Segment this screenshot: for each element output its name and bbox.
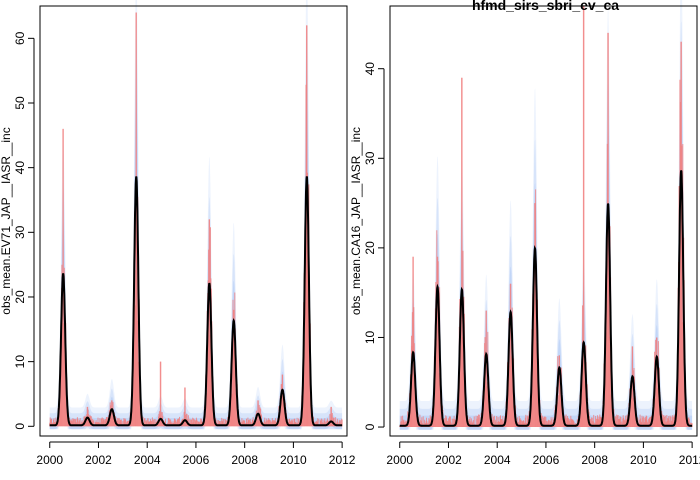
y-tick-label: 20 [13, 290, 27, 304]
simulation-band-layer [399, 0, 693, 430]
y-tick-label: 0 [13, 423, 27, 430]
x-tick-label: 2002 [85, 453, 112, 467]
y-tick-label: 30 [363, 151, 377, 165]
y-tick-label: 50 [13, 96, 27, 110]
x-tick-label: 2008 [581, 453, 608, 467]
y-tick-label: 20 [363, 241, 377, 255]
simulation-band-layer [49, 92, 343, 430]
x-tick-label: 2010 [630, 453, 657, 467]
y-tick-label: 0 [363, 423, 377, 430]
x-tick-label: 2008 [231, 453, 258, 467]
y-tick-label: 60 [13, 31, 27, 45]
x-tick-label: 2012 [679, 453, 700, 467]
x-tick-label: 2000 [36, 453, 63, 467]
simulation-band-layer [399, 21, 693, 430]
x-axis: 2000 2002 2004 2006 2008 2010 2012 [36, 441, 356, 467]
x-axis: 2000 2002 2004 2006 2008 2010 2012 [386, 441, 700, 467]
x-tick-label: 2004 [484, 453, 511, 467]
y-axis-label: obs_mean.EV71_JAP__IASR__inc [0, 127, 13, 314]
y-tick-label: 40 [13, 161, 27, 175]
plot-frame [389, 5, 698, 437]
y-axis: 0 10 20 30 40 [363, 62, 385, 430]
x-tick-label: 2004 [134, 453, 161, 467]
x-tick-label: 2012 [329, 453, 356, 467]
simulation-band-layer [49, 35, 343, 430]
x-tick-label: 2006 [533, 453, 560, 467]
model-mean-line [399, 170, 693, 427]
x-tick-label: 2000 [386, 453, 413, 467]
simulation-band [399, 0, 693, 430]
y-axis-label: obs_mean.CA16_JAP__IASR__inc [349, 127, 363, 315]
simulation-band [49, 0, 343, 430]
chart-panel-ev71: 2000 2002 2004 2006 2008 2010 2012 0 10 20 30 40 50 6… [0, 0, 356, 467]
y-tick-label: 30 [13, 225, 27, 239]
plot-frame [39, 5, 348, 437]
chart-title: hfmd_sirs_sbri_ev_ca [472, 0, 619, 13]
x-tick-label: 2010 [280, 453, 307, 467]
x-tick-label: 2006 [183, 453, 210, 467]
observed-series [399, 6, 693, 427]
observed-series [49, 12, 343, 427]
x-tick-label: 2002 [435, 453, 462, 467]
y-tick-label: 10 [13, 355, 27, 369]
y-axis: 0 10 20 30 40 50 60 [13, 31, 35, 430]
chart-panel-ca16: 2000 2002 2004 2006 2008 2010 2012 0 10 20 30 40 obs… [349, 0, 700, 467]
simulation-band-layer [49, 0, 343, 430]
y-tick-label: 40 [363, 62, 377, 76]
model-mean-line [49, 176, 343, 427]
y-tick-label: 10 [363, 330, 377, 344]
simulation-band-layer [399, 81, 693, 430]
